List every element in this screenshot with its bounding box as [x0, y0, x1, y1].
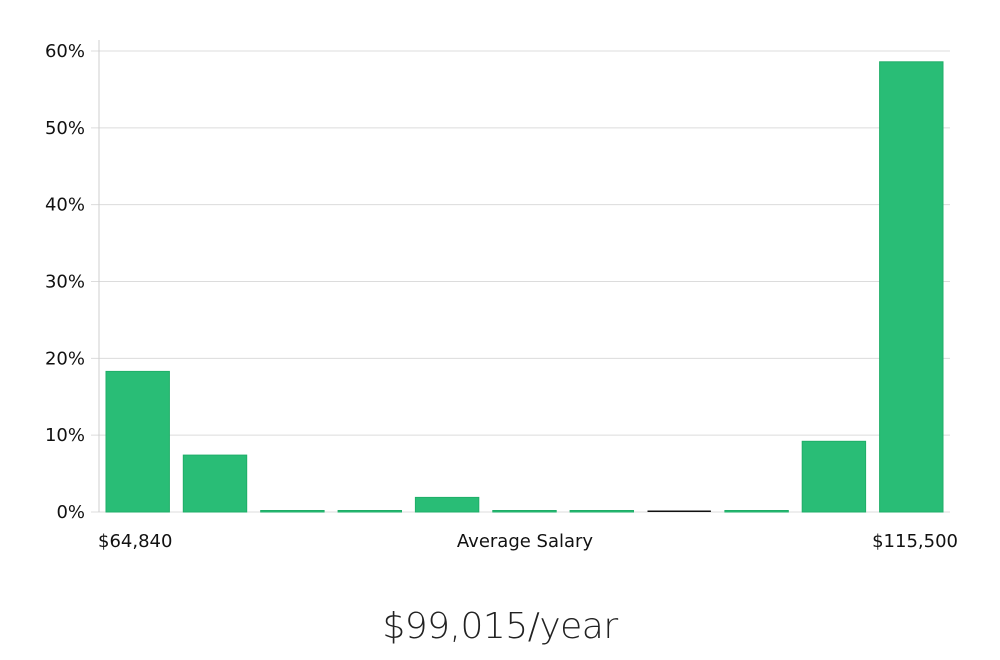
y-axis-ticks: 0% 10% 20% 30% 40% 50% 60%	[45, 41, 85, 523]
x-axis-min-label: $64,840	[98, 531, 172, 552]
y-tick-label: 20%	[45, 348, 85, 369]
bar	[182, 454, 248, 513]
bars	[105, 61, 944, 513]
bar	[569, 510, 634, 513]
y-tick-label: 60%	[45, 41, 85, 62]
y-tick-label: 0%	[56, 502, 85, 523]
x-axis-max-label: $115,500	[872, 531, 958, 552]
y-tick-label: 30%	[45, 272, 85, 293]
y-tick-label: 40%	[45, 195, 85, 216]
bar	[801, 440, 867, 513]
bar	[414, 496, 480, 513]
average-salary-value: $99,015/year	[382, 606, 618, 647]
bar	[337, 510, 403, 513]
salary-histogram: 0% 10% 20% 30% 40% 50% 60% $64,840 Average Sal…	[45, 40, 958, 552]
bar	[724, 510, 789, 513]
grid-lines	[91, 50, 950, 513]
bar	[105, 370, 170, 513]
bar	[260, 510, 325, 513]
bar	[647, 510, 711, 512]
bar	[879, 61, 944, 513]
y-tick-label: 50%	[45, 118, 85, 139]
bar	[492, 510, 557, 513]
x-axis-title: Average Salary	[457, 531, 594, 552]
y-tick-label: 10%	[45, 425, 85, 446]
